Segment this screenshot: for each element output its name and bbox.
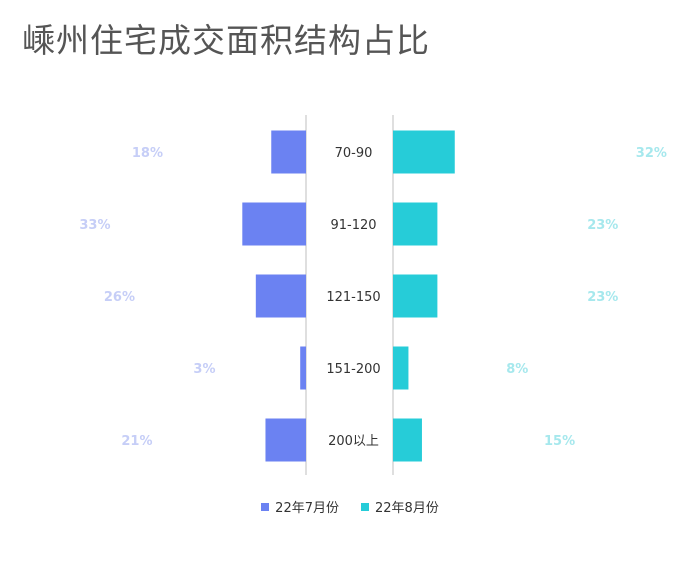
value-label-july: 26% xyxy=(104,290,135,305)
value-label-august: 23% xyxy=(587,290,618,305)
value-label-july: 33% xyxy=(79,218,110,233)
value-label-july: 3% xyxy=(193,362,215,377)
bar-august[interactable] xyxy=(393,202,438,246)
category-label: 70-90 xyxy=(335,146,373,161)
bar-august[interactable] xyxy=(393,274,438,318)
bar-august[interactable] xyxy=(393,418,422,462)
bar-july[interactable] xyxy=(271,130,306,174)
bar-august[interactable] xyxy=(393,346,409,390)
bar-july[interactable] xyxy=(255,274,306,318)
value-label-august: 23% xyxy=(587,218,618,233)
legend-swatch-august xyxy=(361,502,369,511)
value-label-august: 15% xyxy=(544,434,575,449)
category-label: 200以上 xyxy=(328,434,379,449)
category-label: 91-120 xyxy=(330,218,376,233)
value-label-august: 8% xyxy=(506,362,528,377)
bar-july[interactable] xyxy=(300,346,306,390)
category-label: 151-200 xyxy=(326,362,380,377)
bar-august[interactable] xyxy=(393,130,455,174)
value-label-july: 21% xyxy=(121,434,152,449)
value-label-july: 18% xyxy=(132,146,163,161)
legend-item-july[interactable]: 22年7月份 xyxy=(261,497,339,516)
legend-item-august[interactable]: 22年8月份 xyxy=(361,497,439,516)
chart-title: 嵊州住宅成交面积结构占比 xyxy=(22,21,430,60)
value-label-august: 32% xyxy=(636,146,667,161)
legend: 22年7月份 22年8月份 xyxy=(0,497,700,516)
bar-july[interactable] xyxy=(242,202,306,246)
legend-label-august: 22年8月份 xyxy=(375,501,439,516)
butterfly-chart: 70-90 18% 32% 91-120 33% 23% 121-150 26% 23% 151-… xyxy=(79,115,667,475)
legend-label-july: 22年7月份 xyxy=(275,501,339,516)
bar-july[interactable] xyxy=(265,418,306,462)
category-label: 121-150 xyxy=(326,290,380,305)
legend-swatch-july xyxy=(261,502,270,511)
